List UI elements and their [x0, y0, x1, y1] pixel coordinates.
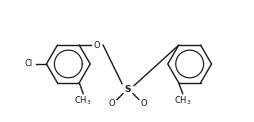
Text: S: S [125, 85, 131, 94]
Text: O: O [94, 41, 101, 50]
Text: CH$_3$: CH$_3$ [174, 94, 192, 107]
Text: O: O [141, 99, 147, 108]
Text: Cl: Cl [24, 59, 33, 68]
Text: CH$_3$: CH$_3$ [74, 94, 92, 107]
Text: O: O [109, 99, 115, 108]
